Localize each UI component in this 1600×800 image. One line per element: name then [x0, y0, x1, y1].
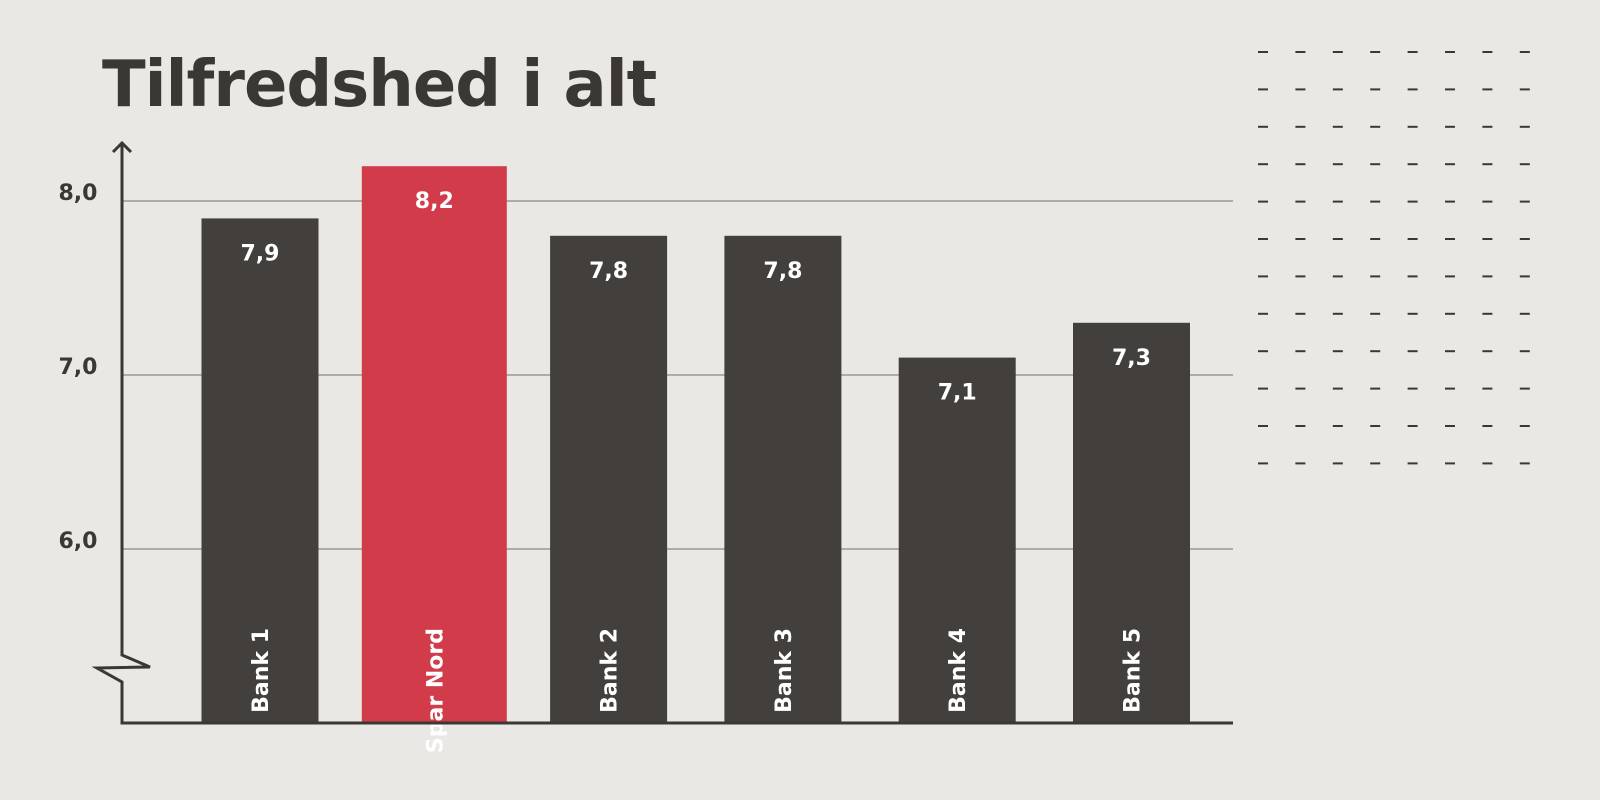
bar — [550, 235, 668, 724]
category-label: Bank 5 — [1121, 628, 1146, 713]
bars: 7,9 Bank 1 8,2 Spar Nord 7,8 Bank 2 7,8 Bank 3 7… — [201, 166, 1190, 753]
y-tick-label: 8,0 — [59, 181, 98, 206]
value-label: 7,1 — [938, 381, 977, 406]
category-label: Bank 3 — [772, 628, 797, 713]
value-label: 7,3 — [1112, 346, 1151, 371]
value-label: 7,8 — [589, 259, 628, 284]
value-label: 7,8 — [763, 259, 802, 284]
bar — [361, 166, 507, 723]
y-tick-label: 7,0 — [59, 355, 98, 380]
category-label: Bank 1 — [249, 628, 274, 713]
bar — [1073, 322, 1190, 723]
axis — [91, 140, 1233, 725]
bar — [724, 235, 842, 724]
dash-pattern — [1258, 51, 1530, 465]
value-label: 7,9 — [241, 241, 280, 266]
value-label: 8,2 — [415, 189, 454, 214]
bar — [201, 218, 319, 723]
chart-title: Tilfredshed i alt — [102, 48, 657, 122]
category-label: Bank 4 — [946, 628, 971, 713]
y-tick-label: 6,0 — [59, 529, 98, 554]
bar — [898, 357, 1016, 723]
category-label: Bank 2 — [598, 628, 623, 713]
category-label: Spar Nord — [423, 628, 448, 753]
